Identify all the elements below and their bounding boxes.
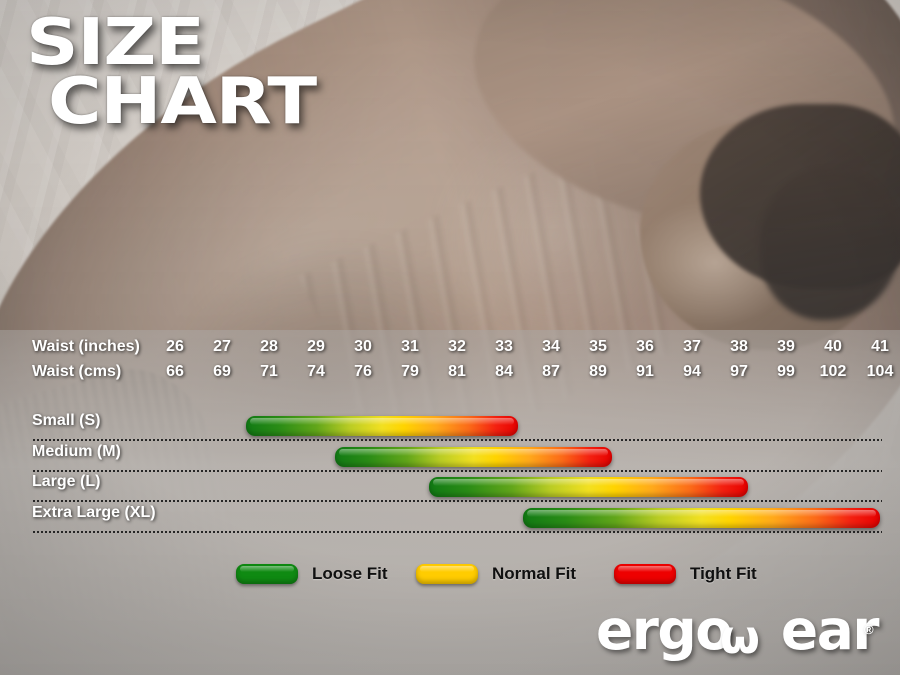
size-row-label: Extra Large (XL) bbox=[32, 503, 156, 521]
measurement-value: 104 bbox=[866, 363, 894, 380]
measurement-value: 74 bbox=[307, 363, 325, 380]
measurement-value: 41 bbox=[871, 338, 889, 355]
measurement-row: Waist (cms) 66 69 71 74 76 79 81 84 87 89 91 94 97 99 1… bbox=[0, 363, 900, 389]
measurement-row-label: Waist (inches) bbox=[32, 338, 140, 355]
model-hair-shadow bbox=[760, 170, 900, 320]
measurement-value: 71 bbox=[260, 363, 278, 380]
title-line-1: SIZE bbox=[26, 6, 205, 80]
measurement-value: 33 bbox=[495, 338, 513, 355]
page-title: SIZE CHART bbox=[26, 11, 317, 134]
measurement-values: 66 69 71 74 76 79 81 84 87 89 91 94 97 99 102 104 bbox=[150, 363, 900, 389]
legend-label: Loose Fit bbox=[312, 564, 388, 583]
brand-logo: ergowear ω ® bbox=[596, 598, 886, 664]
legend-item: Normal Fit bbox=[416, 558, 576, 590]
measurement-value: 37 bbox=[683, 338, 701, 355]
size-row-label: Large (L) bbox=[32, 473, 101, 490]
measurement-value: 66 bbox=[166, 363, 184, 380]
lower-overlay bbox=[0, 330, 900, 675]
row-divider bbox=[32, 439, 882, 441]
brand-part-2: ear bbox=[780, 598, 880, 662]
measurement-value: 34 bbox=[542, 338, 560, 355]
measurement-value: 32 bbox=[448, 338, 466, 355]
measurement-value: 35 bbox=[589, 338, 607, 355]
legend-item: Loose Fit bbox=[236, 558, 388, 590]
measurement-value: 81 bbox=[448, 363, 466, 380]
legend-label: Tight Fit bbox=[690, 564, 757, 583]
brand-part-1: ergo bbox=[596, 598, 733, 662]
size-row[interactable]: Extra Large (XL) bbox=[0, 502, 900, 533]
measurement-value: 97 bbox=[730, 363, 748, 380]
measurement-value: 94 bbox=[683, 363, 701, 380]
measurement-value: 29 bbox=[307, 338, 325, 355]
measurement-row: Waist (inches) 26 27 28 29 30 31 32 33 34 35 36 37 38… bbox=[0, 338, 900, 364]
brand-logo-text: ergowear bbox=[596, 598, 880, 662]
measurement-row-label: Waist (cms) bbox=[32, 363, 122, 380]
size-row[interactable]: Small (S) bbox=[0, 410, 900, 441]
size-row-label: Medium (M) bbox=[32, 442, 121, 460]
measurement-header: Waist (inches) 26 27 28 29 30 31 32 33 34 35 36 37 38… bbox=[0, 338, 900, 392]
size-row[interactable]: Medium (M) bbox=[0, 441, 900, 472]
legend-swatch bbox=[614, 564, 676, 584]
fit-range-bar bbox=[245, 416, 519, 436]
title-line-2: CHART bbox=[48, 64, 317, 139]
measurement-value: 38 bbox=[730, 338, 748, 355]
measurement-value: 89 bbox=[589, 363, 607, 380]
measurement-value: 28 bbox=[260, 338, 278, 355]
fit-range-bar bbox=[334, 446, 613, 467]
measurement-value: 91 bbox=[636, 363, 654, 380]
measurement-value: 76 bbox=[354, 363, 372, 380]
row-divider bbox=[32, 500, 882, 502]
measurement-value: 31 bbox=[401, 338, 419, 355]
size-row-label: Small (S) bbox=[32, 412, 101, 429]
measurement-value: 99 bbox=[777, 363, 795, 380]
row-divider bbox=[32, 530, 882, 533]
legend-label: Normal Fit bbox=[492, 564, 577, 583]
measurement-value: 39 bbox=[777, 338, 795, 355]
measurement-value: 87 bbox=[542, 363, 560, 380]
measurement-value: 84 bbox=[495, 363, 513, 380]
legend-item: Tight Fit bbox=[614, 558, 757, 590]
fit-legend: Loose Fit Normal Fit Tight Fit bbox=[0, 558, 900, 590]
measurement-value: 40 bbox=[824, 338, 842, 355]
legend-swatch bbox=[416, 564, 478, 584]
measurement-value: 79 bbox=[401, 363, 419, 380]
measurement-value: 36 bbox=[636, 338, 654, 355]
fit-range-bar bbox=[522, 507, 880, 528]
size-row[interactable]: Large (L) bbox=[0, 471, 900, 502]
measurement-value: 69 bbox=[213, 363, 231, 380]
registered-mark: ® bbox=[864, 622, 874, 637]
size-rows: Small (S) Medium (M) Large (L) Extra Large … bbox=[0, 410, 900, 545]
measurement-value: 27 bbox=[213, 338, 231, 355]
row-divider bbox=[32, 469, 882, 472]
measurement-value: 26 bbox=[166, 338, 184, 355]
measurement-value: 30 bbox=[354, 338, 372, 355]
brand-omega-w: ω bbox=[720, 610, 760, 664]
fit-range-bar bbox=[428, 477, 749, 497]
measurement-values: 26 27 28 29 30 31 32 33 34 35 36 37 38 39 40 41 bbox=[150, 338, 900, 364]
legend-swatch bbox=[236, 564, 298, 584]
measurement-value: 102 bbox=[819, 363, 847, 380]
